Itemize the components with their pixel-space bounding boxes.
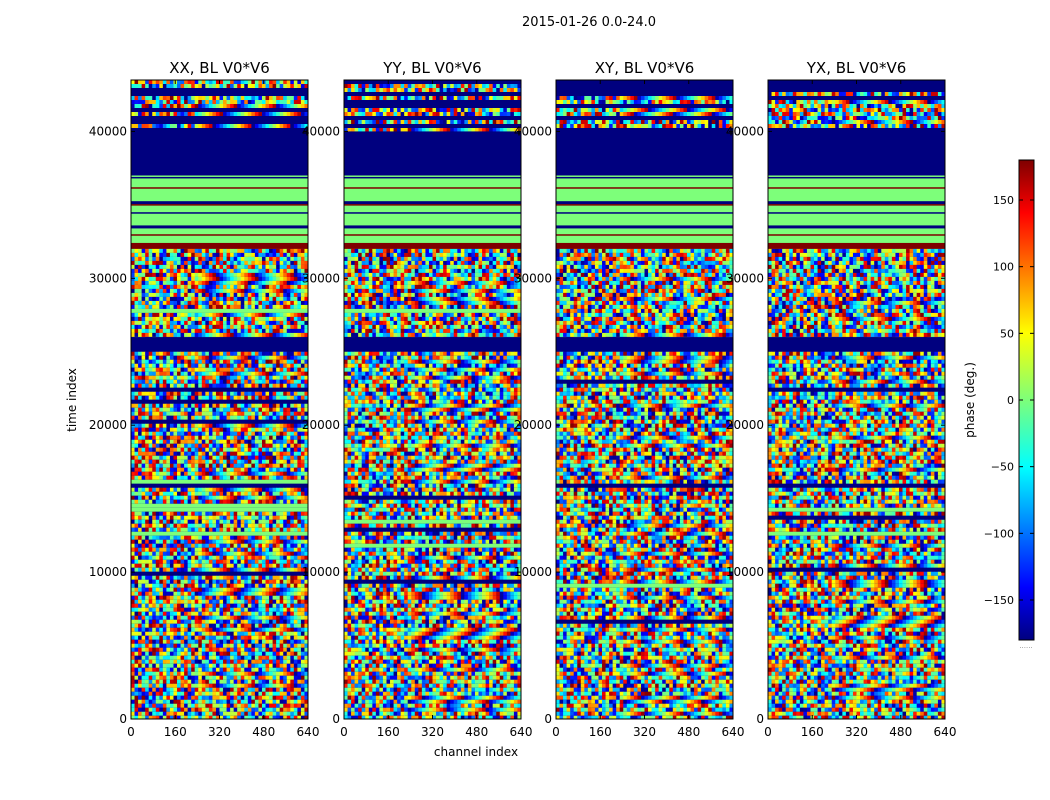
colorbar-tick-label: 100: [993, 261, 1014, 274]
x-tick-label: 0: [127, 725, 135, 739]
x-tick-label: 640: [510, 725, 533, 739]
y-tick-label: 40000: [302, 124, 340, 138]
x-tick-label: 160: [589, 725, 612, 739]
y-tick-label: 20000: [89, 418, 127, 432]
x-tick-label: 480: [252, 725, 275, 739]
x-tick-label: 160: [164, 725, 187, 739]
colorbar-footnote: ......: [1019, 642, 1032, 650]
y-tick-label: 10000: [89, 565, 127, 579]
colorbar-tick-label: −50: [991, 461, 1014, 474]
y-tick-label: 30000: [302, 271, 340, 285]
y-tick-label: 40000: [726, 124, 764, 138]
y-tick-label: 40000: [514, 124, 552, 138]
y-tick-label: 20000: [726, 418, 764, 432]
panel-title: XY, BL V0*V6: [595, 59, 695, 77]
y-tick-label: 0: [119, 712, 127, 726]
x-axis-label: channel index: [434, 745, 518, 759]
panel-1: XX, BL V0*V6 0 160 320 480 640 0 10000 20000 3000…: [89, 59, 320, 739]
y-tick-label: 0: [544, 712, 552, 726]
y-tick-label: 0: [332, 712, 340, 726]
x-tick-label: 160: [377, 725, 400, 739]
x-tick-label: 640: [934, 725, 957, 739]
panel-title: YY, BL V0*V6: [382, 59, 481, 77]
colorbar-tick-label: 0: [1007, 394, 1014, 407]
y-tick-label: 0: [756, 712, 764, 726]
heatmap-image: [556, 80, 733, 719]
x-tick-label: 320: [633, 725, 656, 739]
colorbar-ticks: −150 −100 −50 0 50 100 150: [984, 194, 1034, 607]
y-tick-label: 20000: [302, 418, 340, 432]
panels-group: XX, BL V0*V6 0 160 320 480 640 0 10000 20000 3000…: [89, 59, 957, 739]
colorbar-tick-label: −100: [984, 527, 1014, 540]
x-tick-label: 320: [421, 725, 444, 739]
x-tick-label: 320: [845, 725, 868, 739]
x-tick-label: 0: [764, 725, 772, 739]
y-tick-label: 10000: [514, 565, 552, 579]
panel-2: YY, BL V0*V6 0 160 320 480 640 0 10000 20000 3000…: [302, 59, 533, 739]
x-tick-label: 480: [889, 725, 912, 739]
x-tick-label: 0: [552, 725, 560, 739]
y-tick-label: 30000: [89, 271, 127, 285]
y-tick-label: 20000: [514, 418, 552, 432]
x-tick-label: 640: [722, 725, 745, 739]
x-tick-label: 160: [801, 725, 824, 739]
colorbar: −150 −100 −50 0 50 100 150 phase (deg.) ......: [963, 159, 1035, 650]
heatmap-image: [768, 80, 945, 719]
colorbar-tick-label: 50: [1000, 327, 1014, 340]
y-axis-label: time index: [65, 368, 79, 432]
y-tick-label: 40000: [89, 124, 127, 138]
panel-title: YX, BL V0*V6: [806, 59, 907, 77]
y-tick-label: 30000: [514, 271, 552, 285]
colorbar-label: phase (deg.): [963, 362, 977, 438]
y-tick-label: 10000: [302, 565, 340, 579]
chart-title: 2015-01-26 0.0-24.0: [522, 15, 656, 30]
panel-3: XY, BL V0*V6 0 160 320 480 640 0 10000 20000 3000…: [514, 59, 745, 739]
x-tick-label: 0: [340, 725, 348, 739]
heatmap-image: [344, 80, 521, 719]
y-tick-label: 10000: [726, 565, 764, 579]
y-tick-label: 30000: [726, 271, 764, 285]
heatmap-image: [131, 80, 308, 719]
colorbar-tick-label: 150: [993, 194, 1014, 207]
x-tick-label: 640: [297, 725, 320, 739]
panel-title: XX, BL V0*V6: [169, 59, 270, 77]
x-tick-label: 480: [677, 725, 700, 739]
panel-4: YX, BL V0*V6 0 160 320 480 640 0 10000 20000 3000…: [726, 59, 957, 739]
colorbar-tick-label: −150: [984, 594, 1014, 607]
x-tick-label: 480: [465, 725, 488, 739]
x-tick-label: 320: [208, 725, 231, 739]
